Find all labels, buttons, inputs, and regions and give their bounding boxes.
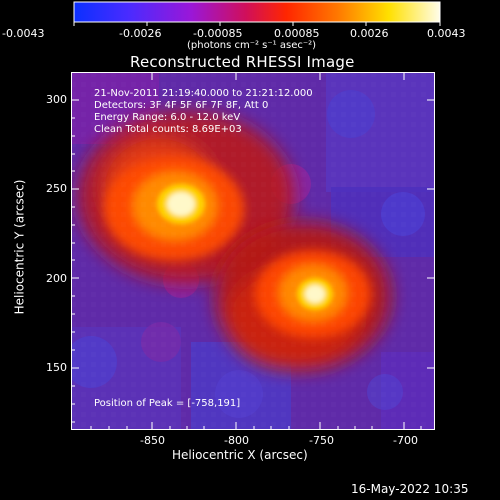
y-tick-label-2: 250 xyxy=(46,182,67,195)
y-tick-label-3: 200 xyxy=(46,272,67,285)
plot-frame xyxy=(71,72,435,430)
info-line-3: Energy Range: 6.0 - 12.0 keV xyxy=(94,112,241,123)
x-tick-label-1: -850 xyxy=(140,434,165,447)
colorbar-tick-label-2: -0.0026 xyxy=(119,27,162,40)
y-tick-label-4: 150 xyxy=(46,361,67,374)
info-line-2: Detectors: 3F 4F 5F 6F 7F 8F, Att 0 xyxy=(94,100,269,111)
plot-title: Reconstructed RHESSI Image xyxy=(130,53,355,71)
colorbar-tick-label-1: -0.0043 xyxy=(2,27,45,40)
info-line-4: Clean Total counts: 8.69E+03 xyxy=(94,124,242,135)
x-tick-label-2: -800 xyxy=(224,434,249,447)
colorbar-svg xyxy=(73,1,441,26)
colorbar-tick-label-5: 0.0026 xyxy=(350,27,389,40)
pixel-texture xyxy=(71,72,435,430)
heatmap-svg xyxy=(71,72,435,430)
peak-position-label: Position of Peak = [-758,191] xyxy=(94,398,241,409)
x-axis-label: Heliocentric X (arcsec) xyxy=(172,448,308,462)
colorbar-tick-label-6: 0.0043 xyxy=(427,27,466,40)
render-timestamp: 16-May-2022 10:35 xyxy=(351,482,469,496)
x-tick-label-4: -700 xyxy=(393,434,418,447)
info-line-1: 21-Nov-2011 21:19:40.000 to 21:21:12.000 xyxy=(94,88,313,99)
colorbar-tick-label-3: -0.00085 xyxy=(193,27,243,40)
heatmap-area xyxy=(71,72,435,430)
heatmap-plot-group xyxy=(71,72,435,430)
colorbar-tick-label-4: 0.00085 xyxy=(274,27,320,40)
colorbar xyxy=(73,1,441,26)
colorbar-unit-label: (photons cm⁻² s⁻¹ asec⁻²) xyxy=(187,40,317,51)
y-axis-label: Heliocentric Y (arcsec) xyxy=(12,179,27,315)
x-tick-label-3: -750 xyxy=(309,434,334,447)
y-tick-label-1: 300 xyxy=(46,93,67,106)
